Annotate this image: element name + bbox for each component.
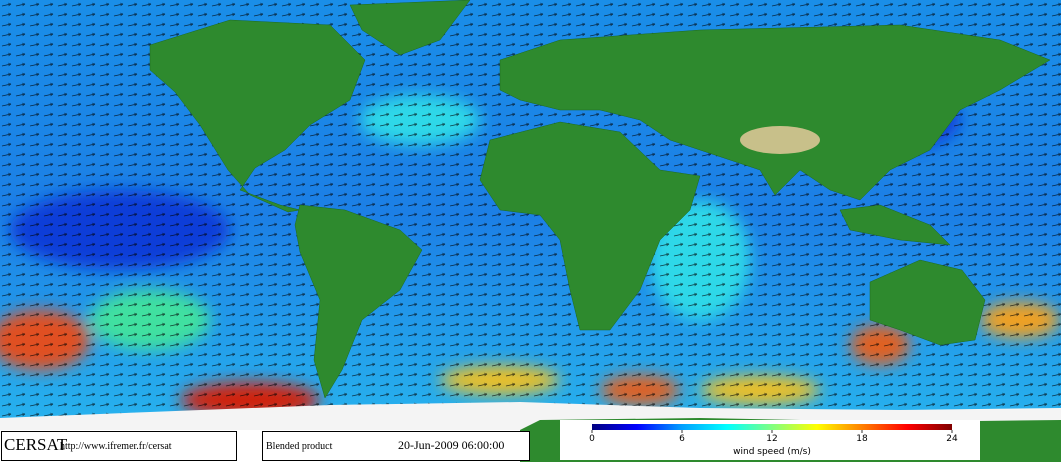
- australia: [869, 259, 986, 346]
- plateau: [740, 126, 820, 154]
- colorbar-label: wind speed (m/s): [733, 447, 811, 457]
- greenland: [349, 0, 471, 56]
- datetime: 20-Jun-2009 06:00:00: [398, 438, 504, 452]
- africa: [479, 121, 701, 331]
- logo: CERSAT: [4, 435, 68, 454]
- product-box: [262, 431, 530, 461]
- colorbar-ticks: 0 6 12 18 24: [589, 430, 958, 444]
- product: Blended product: [266, 441, 333, 452]
- url: http://www.ifremer.fr/cersat: [60, 441, 172, 452]
- land: [149, 0, 1051, 399]
- indonesia: [839, 204, 951, 246]
- footer: CERSAT http://www.ifremer.fr/cersat Blen…: [0, 420, 980, 462]
- colorbar-tick-label: 24: [946, 434, 958, 444]
- eurasia: [499, 24, 1051, 201]
- south-america: [294, 204, 423, 399]
- north-america: [149, 19, 366, 213]
- colorbar: [592, 424, 952, 430]
- logo-box: [1, 431, 237, 461]
- colorbar-tick-label: 0: [589, 434, 595, 444]
- colorbar-tick-label: 6: [679, 434, 685, 444]
- colorbar-tick-label: 12: [766, 434, 777, 444]
- colorbar-tick-label: 18: [856, 434, 868, 444]
